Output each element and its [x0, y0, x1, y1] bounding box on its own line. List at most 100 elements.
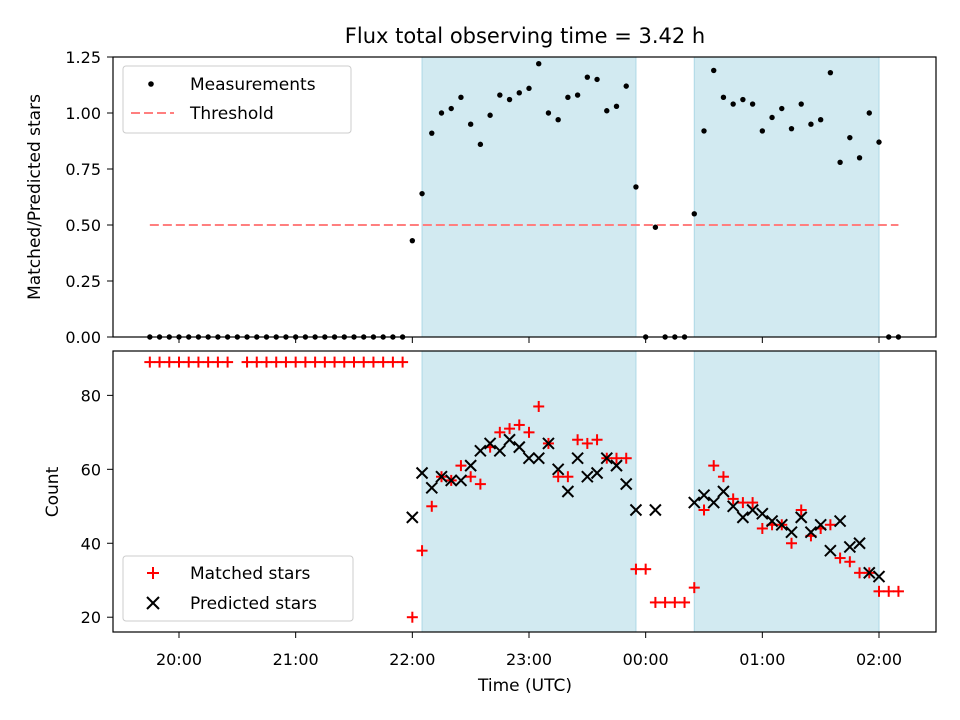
count-legend-box — [122, 555, 354, 622]
matched-star-point — [620, 452, 632, 464]
matched-star-point — [426, 500, 438, 512]
legend-measurements-marker — [148, 81, 154, 87]
y-tick-label: 80 — [81, 386, 101, 405]
matched-star-point — [299, 356, 311, 368]
measurement-point — [497, 92, 503, 98]
matched-star-point — [562, 471, 574, 483]
matched-star-point — [494, 426, 506, 438]
matched-star-point — [154, 356, 166, 368]
shaded-interval-1 — [421, 56, 637, 338]
measurement-point — [856, 155, 863, 161]
matched-star-point — [669, 596, 681, 608]
matched-star-point — [241, 356, 253, 368]
ratio-panel: 0.00 0.25 0.50 0.75 1.00 1.25 Matched/Predict… — [25, 48, 937, 347]
x-tick-label: 02:00 — [856, 650, 902, 669]
ratio-plot-frame — [112, 56, 937, 338]
measurement-point — [749, 101, 756, 107]
matched-star-point — [173, 356, 185, 368]
matched-star-point — [630, 563, 642, 575]
predicted-star-point — [872, 570, 886, 583]
measurement-point — [545, 110, 552, 116]
predicted-star-point — [795, 511, 808, 524]
y-tick-label: 0.75 — [65, 160, 101, 179]
measurement-point — [467, 121, 474, 127]
matched-star-point — [727, 493, 739, 505]
measurement-point — [652, 224, 659, 230]
measurement-point — [458, 94, 464, 101]
measurement-point — [574, 92, 581, 98]
shaded-interval-2 — [693, 56, 880, 338]
predicted-star-point — [551, 463, 565, 476]
chart-title: Flux total observing time = 3.42 h — [345, 24, 705, 48]
matched-star-point — [504, 423, 516, 435]
shaded-interval-1 — [421, 350, 637, 633]
predicted-star-point — [863, 566, 876, 580]
measurement-point — [827, 69, 834, 76]
predicted-star-point — [717, 485, 730, 498]
matched-star-point — [144, 356, 156, 368]
matched-star-point — [348, 356, 360, 368]
measurement-point — [555, 117, 561, 123]
matched-star-point — [309, 356, 321, 368]
x-tick-label: 21:00 — [273, 650, 319, 669]
x-axis-label: Time (UTC) — [477, 676, 572, 696]
matched-star-point — [290, 356, 302, 368]
measurement-point — [448, 105, 454, 112]
measurement-point — [477, 141, 484, 148]
matched-star-point — [892, 585, 904, 597]
matched-star-point — [212, 356, 224, 368]
predicted-star-point — [620, 477, 633, 491]
matched-star-point — [708, 460, 720, 472]
x-tick-label: 20:00 — [156, 650, 202, 669]
predicted-star-point — [561, 485, 575, 498]
predicted-star-point — [804, 525, 818, 539]
matched-star-point — [319, 356, 331, 368]
predicted-star-point — [474, 444, 487, 458]
predicted-star-point — [425, 481, 438, 495]
measurement-point — [438, 110, 445, 116]
count-legend: Matched stars Predicted stars — [122, 555, 354, 622]
predicted-star-point — [493, 444, 507, 458]
legend-matched-label: Matched stars — [190, 564, 310, 584]
measurement-point — [876, 139, 882, 145]
matched-star-point — [397, 356, 409, 368]
predicted-star-point — [406, 511, 419, 524]
legend-measurements-label: Measurements — [190, 75, 316, 95]
y-tick-label: 1.00 — [65, 104, 101, 123]
predicted-star-point — [843, 540, 857, 554]
predicted-star-point — [688, 496, 701, 509]
measurement-point — [633, 184, 639, 190]
matched-star-point — [640, 563, 652, 575]
predicted-star-point — [503, 433, 516, 446]
matched-star-point — [883, 585, 895, 597]
measurement-point — [409, 237, 416, 244]
measurement-point — [798, 101, 804, 107]
predicted-star-point — [513, 440, 526, 454]
predicted-star-point — [853, 537, 866, 550]
matched-star-point — [873, 585, 885, 597]
matched-star-point — [834, 552, 846, 564]
matched-star-point — [523, 426, 535, 438]
matched-star-point — [756, 522, 768, 534]
measurement-point — [536, 61, 542, 67]
measurement-point — [623, 83, 629, 89]
predicted-star-point — [522, 452, 536, 465]
measurement-point — [584, 74, 591, 80]
matched-star-point — [387, 356, 399, 368]
matched-star-point — [338, 356, 350, 368]
matched-star-point — [717, 471, 729, 483]
matched-star-point — [513, 419, 525, 431]
predicted-star-point — [542, 437, 555, 450]
predicted-star-point — [785, 525, 798, 539]
measurement-point — [730, 101, 736, 107]
matched-star-point — [270, 356, 282, 368]
y-tick-label: 0.50 — [65, 216, 101, 235]
matched-star-point — [659, 596, 671, 608]
predicted-star-point — [726, 500, 740, 513]
matched-star-point — [377, 356, 389, 368]
legend-matched-marker — [147, 567, 159, 579]
matched-star-point — [747, 497, 759, 509]
matched-star-point — [280, 356, 292, 368]
measurement-point — [740, 96, 746, 103]
